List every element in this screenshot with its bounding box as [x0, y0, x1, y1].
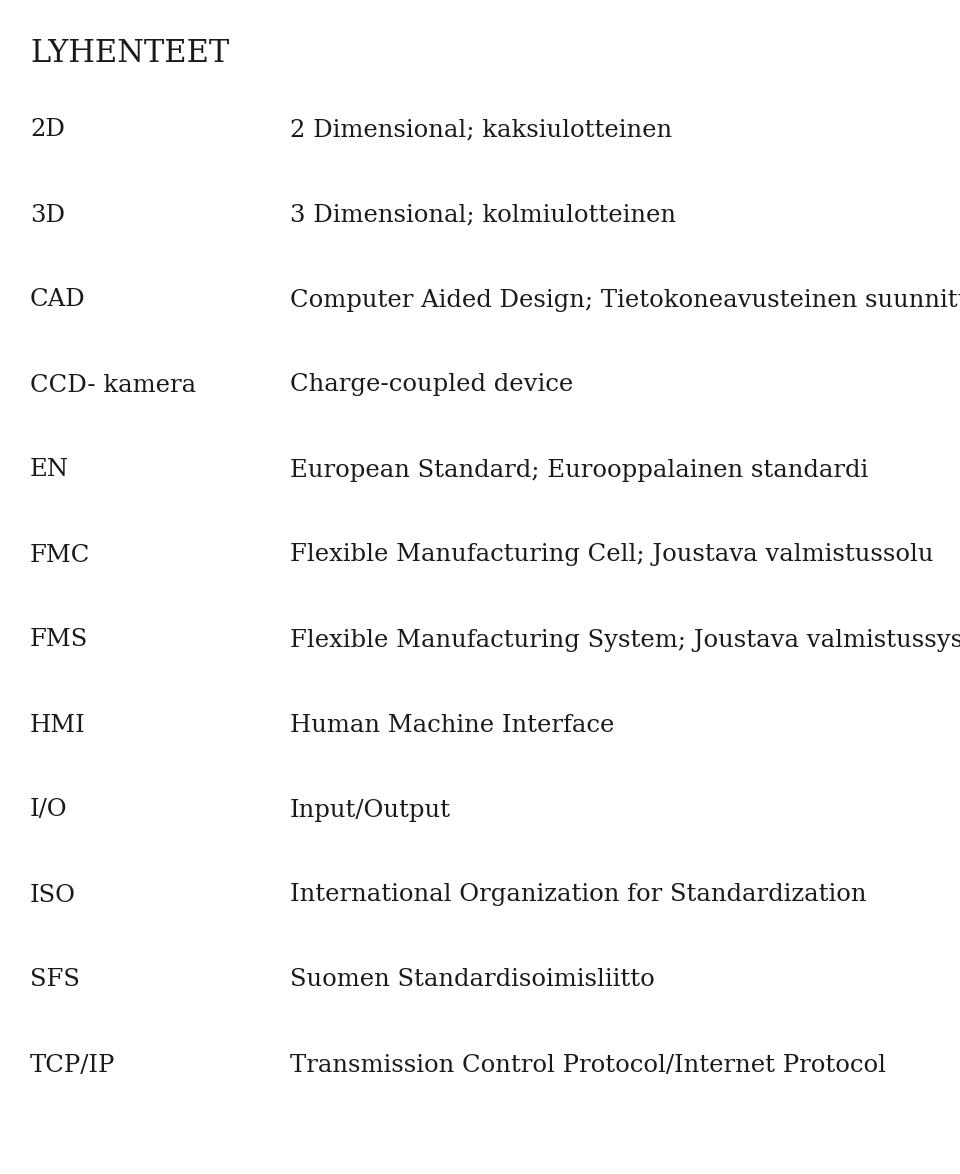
Text: Charge-coupled device: Charge-coupled device	[290, 373, 573, 397]
Text: ISO: ISO	[30, 884, 76, 906]
Text: FMS: FMS	[30, 628, 88, 652]
Text: 2 Dimensional; kaksiulotteinen: 2 Dimensional; kaksiulotteinen	[290, 119, 672, 142]
Text: Human Machine Interface: Human Machine Interface	[290, 714, 614, 736]
Text: Input/Output: Input/Output	[290, 798, 451, 822]
Text: Flexible Manufacturing System; Joustava valmistussysteemi: Flexible Manufacturing System; Joustava …	[290, 628, 960, 652]
Text: 2D: 2D	[30, 119, 65, 142]
Text: Transmission Control Protocol/Internet Protocol: Transmission Control Protocol/Internet P…	[290, 1053, 886, 1077]
Text: CAD: CAD	[30, 289, 85, 311]
Text: SFS: SFS	[30, 969, 80, 992]
Text: 3D: 3D	[30, 203, 65, 227]
Text: LYHENTEET: LYHENTEET	[30, 38, 229, 69]
Text: Flexible Manufacturing Cell; Joustava valmistussolu: Flexible Manufacturing Cell; Joustava va…	[290, 544, 933, 567]
Text: European Standard; Eurooppalainen standardi: European Standard; Eurooppalainen standa…	[290, 459, 868, 481]
Text: I/O: I/O	[30, 798, 67, 822]
Text: International Organization for Standardization: International Organization for Standardi…	[290, 884, 867, 906]
Text: TCP/IP: TCP/IP	[30, 1053, 115, 1077]
Text: 3 Dimensional; kolmiulotteinen: 3 Dimensional; kolmiulotteinen	[290, 203, 676, 227]
Text: CCD- kamera: CCD- kamera	[30, 373, 196, 397]
Text: Suomen Standardisoimisliitto: Suomen Standardisoimisliitto	[290, 969, 655, 992]
Text: FMC: FMC	[30, 544, 90, 567]
Text: HMI: HMI	[30, 714, 85, 736]
Text: Computer Aided Design; Tietokoneavusteinen suunnittelu: Computer Aided Design; Tietokoneavustein…	[290, 289, 960, 311]
Text: EN: EN	[30, 459, 69, 481]
